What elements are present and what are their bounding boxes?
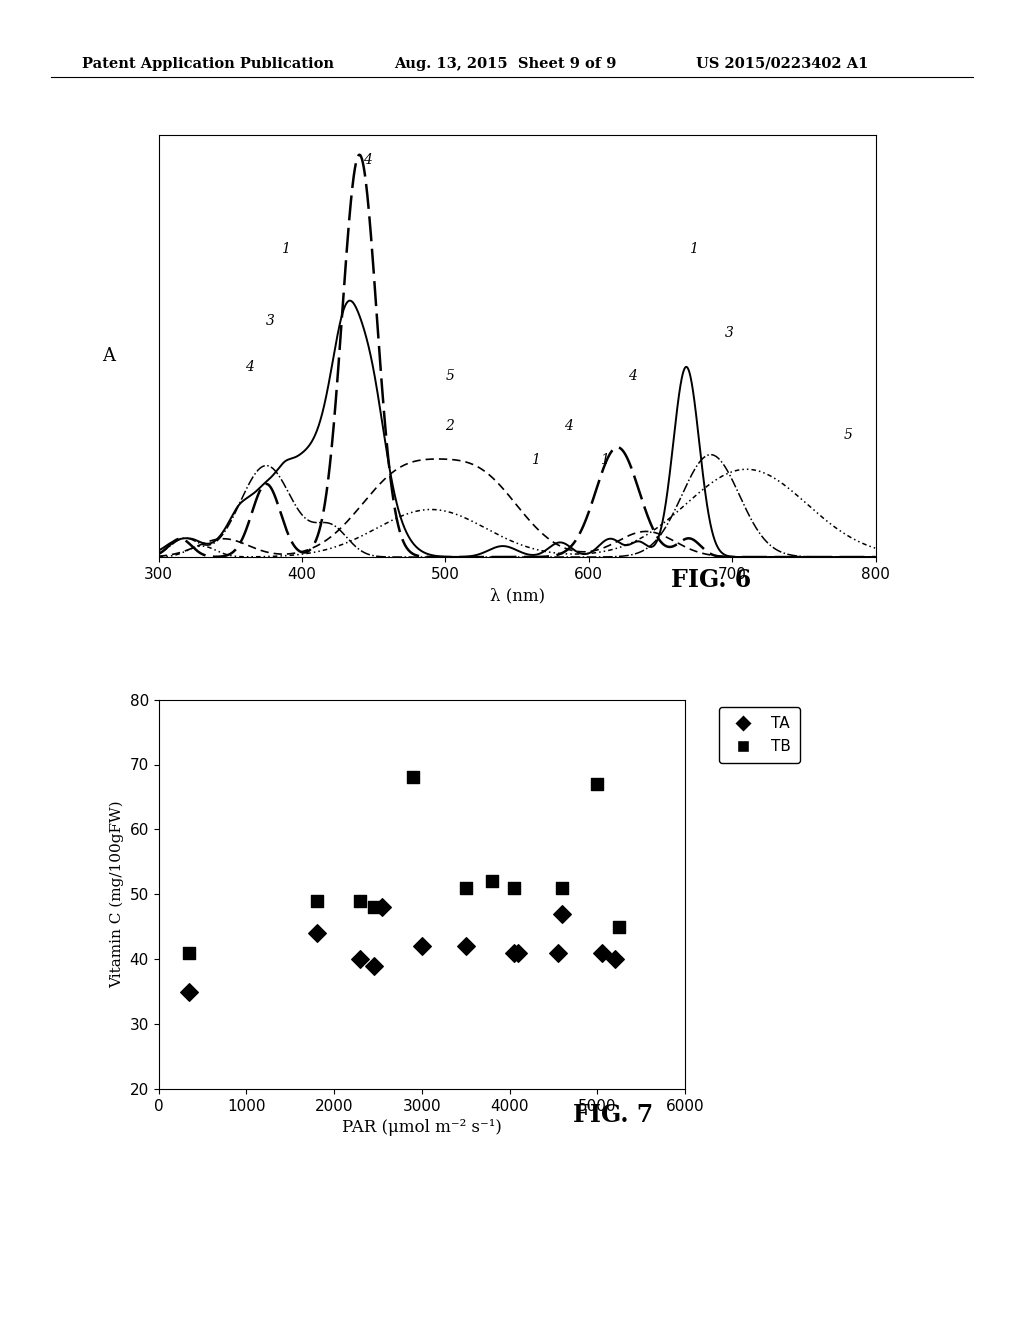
Point bbox=[611, 916, 628, 937]
Text: Aug. 13, 2015  Sheet 9 of 9: Aug. 13, 2015 Sheet 9 of 9 bbox=[394, 57, 616, 71]
Text: FIG. 7: FIG. 7 bbox=[573, 1104, 653, 1127]
Text: 1: 1 bbox=[281, 242, 290, 256]
Text: US 2015/0223402 A1: US 2015/0223402 A1 bbox=[696, 57, 868, 71]
Legend: TA, TB: TA, TB bbox=[719, 708, 800, 763]
X-axis label: λ (nm): λ (nm) bbox=[489, 587, 545, 605]
Text: 2: 2 bbox=[445, 420, 455, 433]
Point bbox=[458, 878, 474, 899]
Text: A: A bbox=[102, 347, 116, 366]
X-axis label: PAR (μmol m⁻² s⁻¹): PAR (μmol m⁻² s⁻¹) bbox=[342, 1119, 502, 1137]
Point bbox=[458, 936, 474, 957]
Text: 1: 1 bbox=[531, 453, 541, 467]
Point bbox=[506, 942, 522, 964]
Text: 5: 5 bbox=[445, 368, 455, 383]
Point bbox=[414, 936, 430, 957]
Point bbox=[308, 923, 325, 944]
Text: 1: 1 bbox=[689, 242, 698, 256]
Point bbox=[308, 890, 325, 911]
Text: 5: 5 bbox=[844, 428, 852, 442]
Point bbox=[554, 903, 570, 924]
Text: FIG. 6: FIG. 6 bbox=[671, 569, 751, 593]
Text: 3: 3 bbox=[266, 314, 275, 327]
Text: 1: 1 bbox=[600, 453, 608, 467]
Y-axis label: Vitamin C (mg/100gFW): Vitamin C (mg/100gFW) bbox=[110, 800, 124, 989]
Point bbox=[366, 956, 382, 977]
Point bbox=[484, 871, 501, 892]
Text: 4: 4 bbox=[628, 368, 637, 383]
Point bbox=[550, 942, 566, 964]
Text: Patent Application Publication: Patent Application Publication bbox=[82, 57, 334, 71]
Text: 4: 4 bbox=[362, 153, 372, 168]
Point bbox=[404, 767, 421, 788]
Text: 4: 4 bbox=[245, 360, 254, 374]
Point bbox=[366, 896, 382, 917]
Point bbox=[181, 942, 198, 964]
Point bbox=[352, 890, 369, 911]
Point bbox=[181, 981, 198, 1002]
Text: 3: 3 bbox=[725, 326, 734, 341]
Point bbox=[506, 878, 522, 899]
Point bbox=[510, 942, 526, 964]
Text: 4: 4 bbox=[563, 420, 572, 433]
Point bbox=[352, 949, 369, 970]
Point bbox=[589, 774, 605, 795]
Point bbox=[554, 878, 570, 899]
Point bbox=[594, 942, 610, 964]
Point bbox=[606, 949, 623, 970]
Point bbox=[374, 896, 390, 917]
